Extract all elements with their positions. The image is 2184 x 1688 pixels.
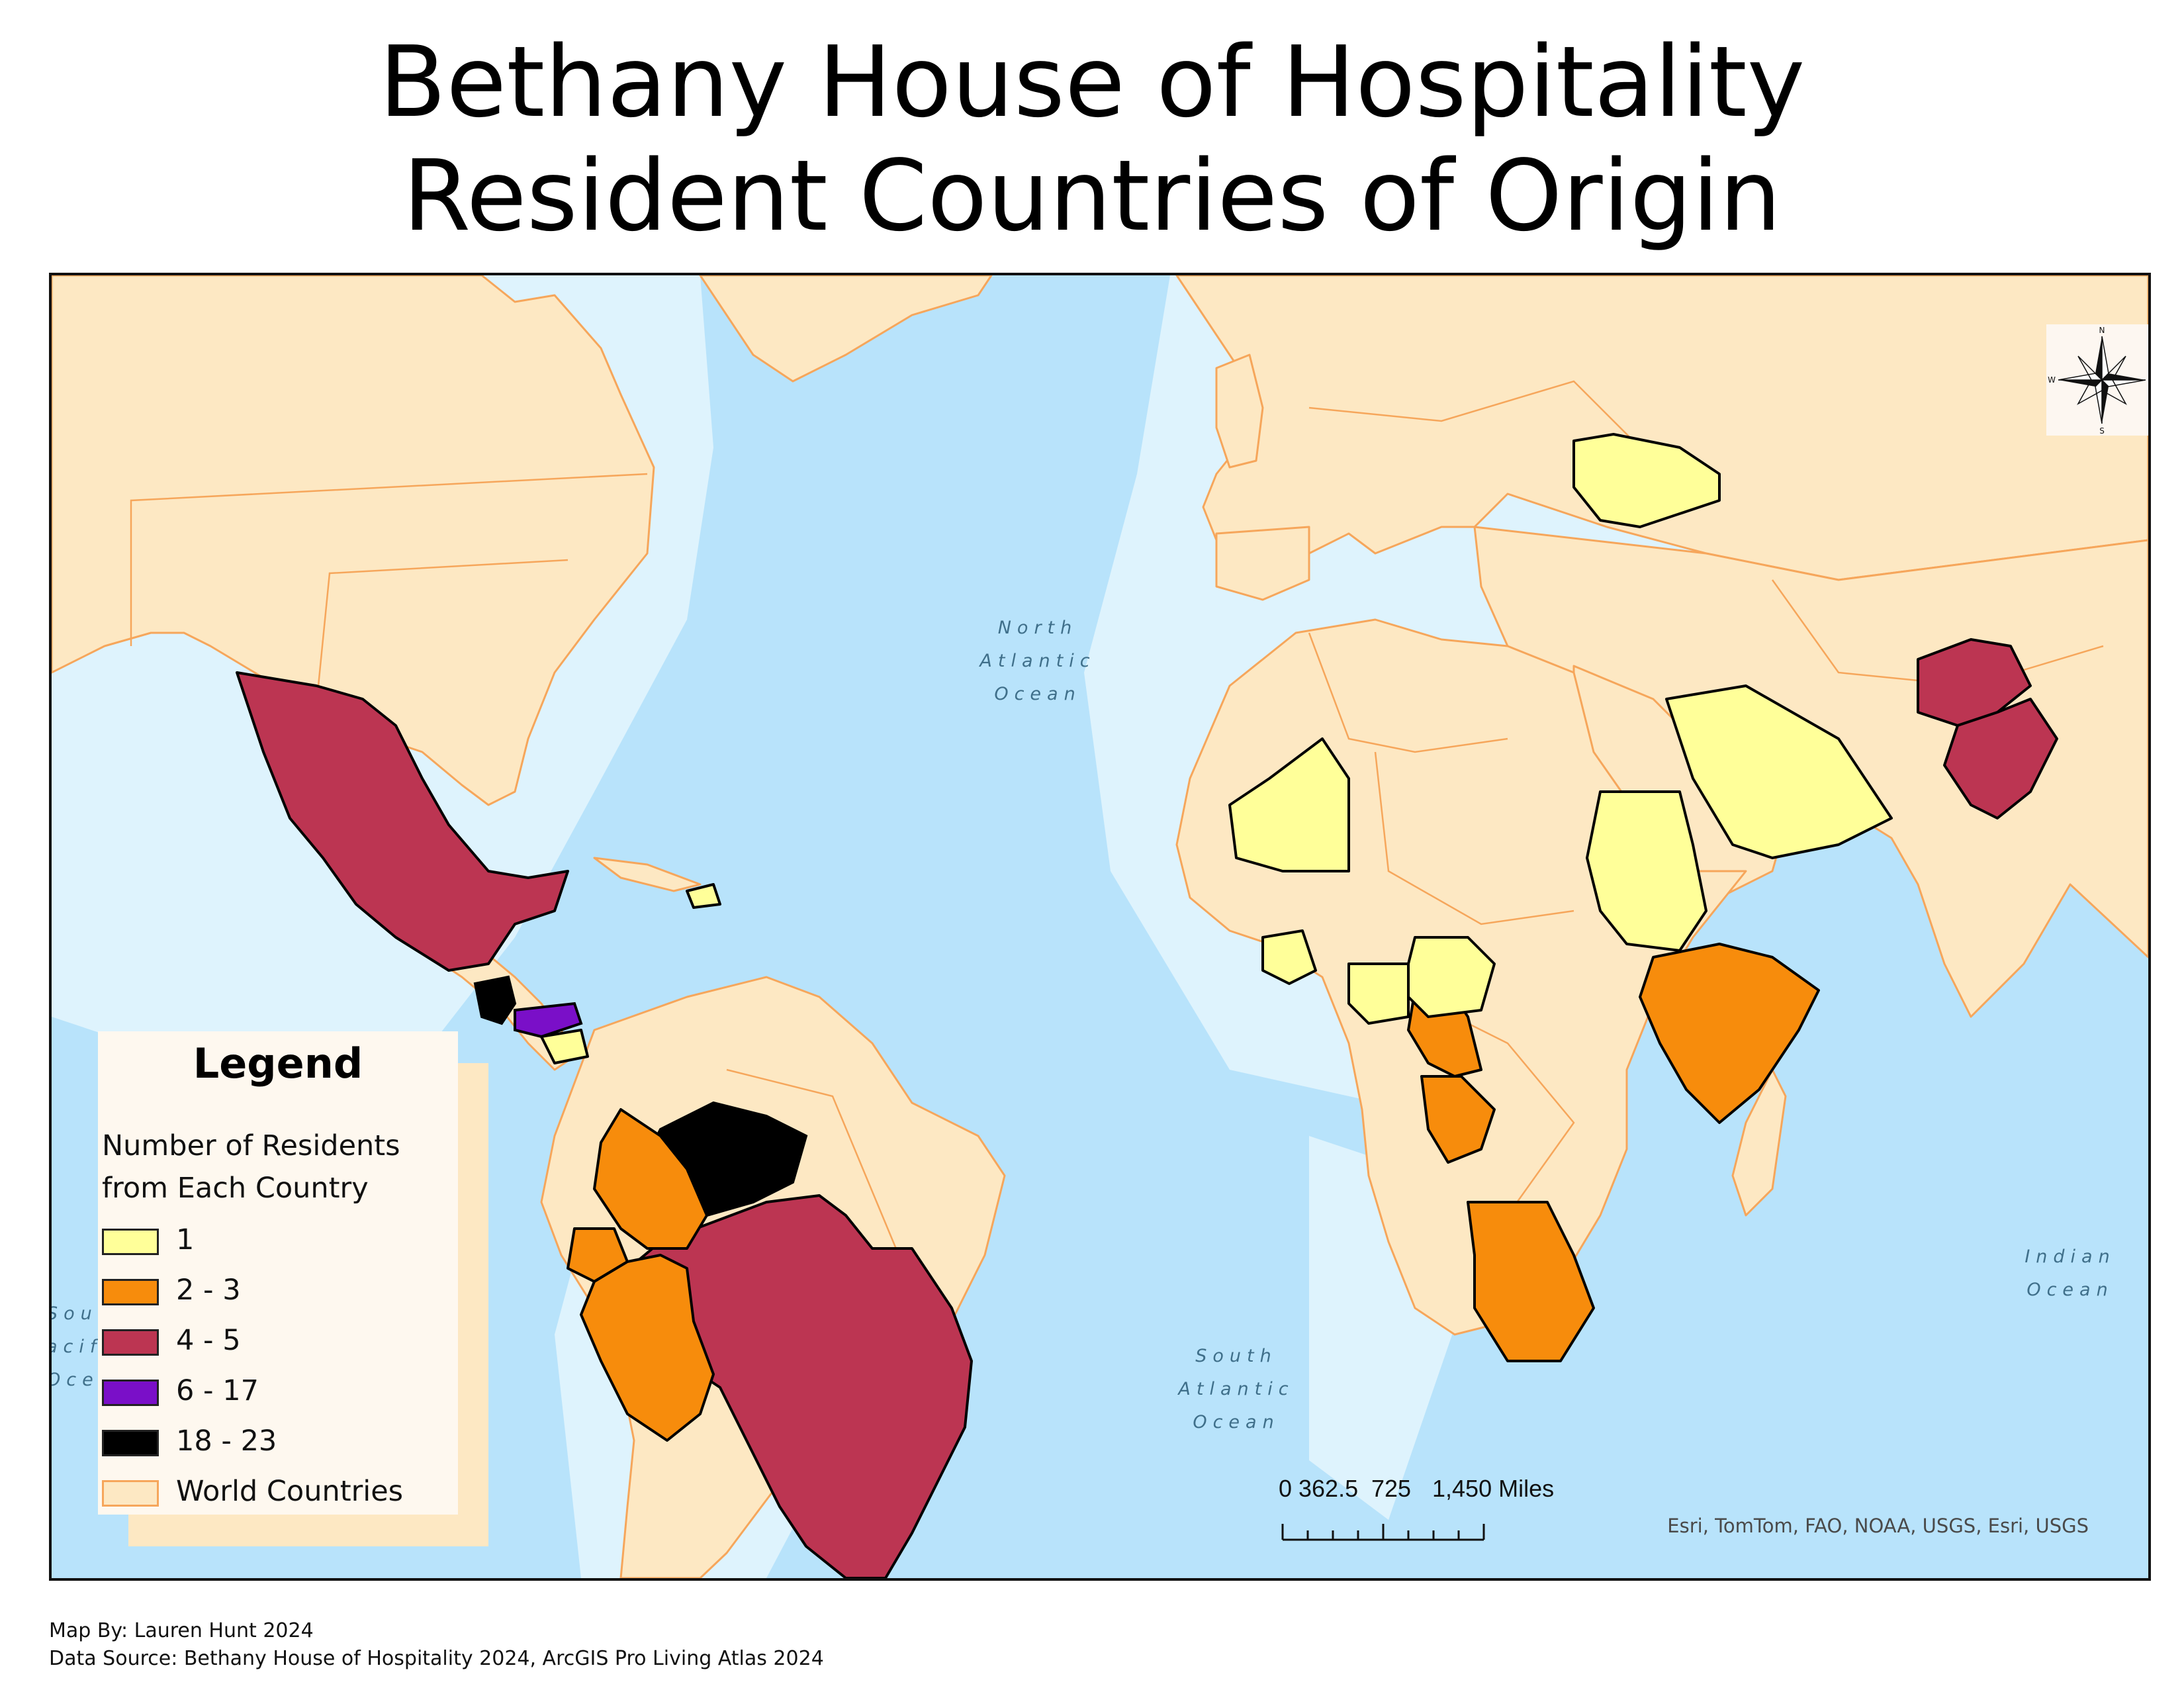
world-map[interactable] (52, 275, 2148, 1578)
map-attribution: Esri, TomTom, FAO, NOAA, USGS, Esri, USG… (1667, 1515, 2089, 1537)
footer-data-source: Data Source: Bethany House of Hospitalit… (49, 1647, 824, 1670)
scale-label-0: 0 (1279, 1475, 1293, 1502)
scale-bar: 0 362.5 725 1,450 Miles (1269, 1475, 1561, 1548)
country-honduras (514, 1002, 583, 1039)
class-4-5-countries[interactable] (236, 638, 2058, 1578)
land-greenland (699, 275, 993, 383)
country-guatemala (473, 975, 517, 1025)
country-gabon-congo (1420, 1075, 1496, 1164)
country-afghanistan (1917, 638, 2032, 727)
legend-label: 6 - 17 (176, 1374, 259, 1407)
country-guinea (1261, 929, 1317, 985)
legend-swatch (102, 1229, 159, 1255)
class-2-3-countries[interactable] (567, 943, 1820, 1442)
country-pakistan (1943, 698, 2058, 820)
land-north-america (52, 275, 655, 806)
country-borders (130, 380, 2104, 1395)
map-frame[interactable]: North Atlantic Ocean South Atlantic Ocea… (49, 273, 2151, 1581)
country-mexico (236, 671, 569, 972)
legend-swatch (102, 1430, 159, 1456)
country-west-africa-coast (1347, 962, 1410, 1025)
legend-swatch (102, 1329, 159, 1356)
country-dominican-republic (686, 883, 721, 909)
scale-label-725: 725 (1371, 1475, 1412, 1502)
land-cuba (593, 857, 702, 892)
legend-label: 4 - 5 (176, 1324, 241, 1357)
footer-author: Map By: Lauren Hunt 2024 (49, 1619, 314, 1642)
indian-ocean-label: Indian Ocean (2025, 1246, 2116, 1300)
land-europe (1175, 275, 2148, 581)
legend-title: Legend (193, 1039, 363, 1088)
land-iberia (1215, 526, 1310, 601)
scale-label-1450: 1,450 Miles (1432, 1475, 1555, 1502)
compass-e: E (2150, 375, 2151, 385)
scale-bar-graphic (1281, 1524, 1485, 1541)
legend-label: 1 (176, 1223, 195, 1256)
compass-w: W (2048, 375, 2056, 385)
compass-rose-icon: N S E W (2048, 326, 2151, 436)
country-peru (580, 1254, 715, 1442)
country-ethiopia-somalia (1639, 943, 1820, 1124)
country-nigeria (1400, 936, 1496, 1018)
country-saudi-arabia (1665, 684, 1893, 859)
south-pacific-label-partial: Sou acif Oce (49, 1303, 103, 1390)
legend-swatch (102, 1380, 159, 1406)
south-atlantic-label: South Atlantic Ocean (1178, 1346, 1295, 1432)
north-arrow: N S E W (2046, 324, 2151, 436)
country-nicaragua (540, 1029, 589, 1064)
north-atlantic-label: North Atlantic Ocean (979, 618, 1096, 704)
compass-s: S (2099, 426, 2105, 436)
map-title-line-1: Bethany House of Hospitality (379, 25, 1805, 139)
land-uk (1215, 353, 1264, 469)
country-colombia (593, 1108, 708, 1250)
scale-label-362: 362.5 (1298, 1475, 1359, 1502)
class-1-countries[interactable] (540, 433, 1893, 1064)
legend-label: 18 - 23 (176, 1425, 277, 1458)
class-6-17-countries[interactable] (514, 1002, 583, 1039)
country-mauritania (1228, 737, 1350, 872)
legend: Legend Number of Residents from Each Cou… (98, 1031, 458, 1515)
map-title-line-2: Resident Countries of Origin (402, 139, 1782, 253)
country-sudan (1586, 790, 1707, 952)
legend-label: 2 - 3 (176, 1274, 241, 1307)
compass-n: N (2099, 326, 2105, 335)
legend-subtitle-line-1: Number of Residents (102, 1129, 400, 1162)
legend-label: World Countries (176, 1475, 404, 1508)
country-angola (1467, 1201, 1595, 1362)
legend-swatch (102, 1279, 159, 1305)
legend-subtitle-line-2: from Each Country (102, 1172, 369, 1205)
country-ukraine (1572, 433, 1721, 528)
legend-swatch (102, 1480, 159, 1507)
